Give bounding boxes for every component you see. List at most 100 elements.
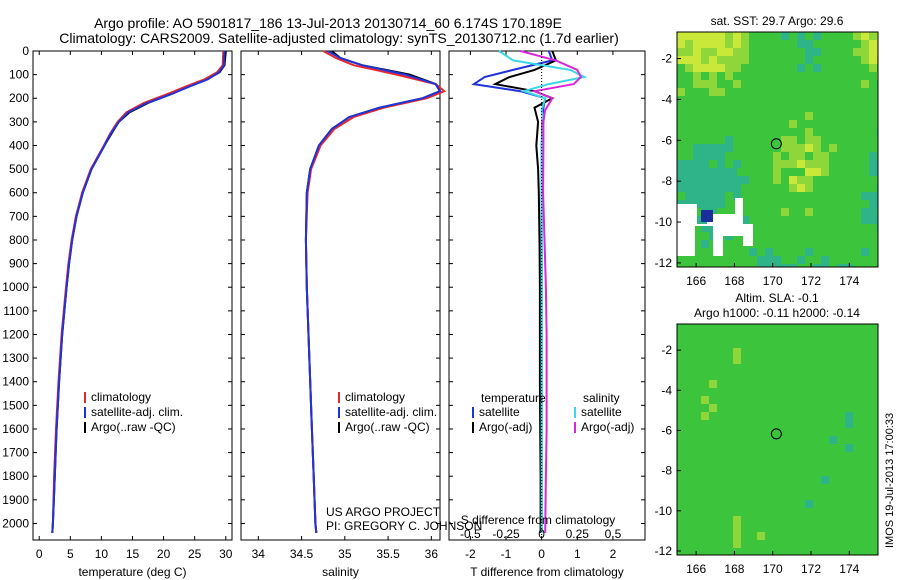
argo-float-marker <box>770 428 782 440</box>
map-cell <box>757 256 765 264</box>
map-cell <box>805 248 813 256</box>
series-line-satellite-adj-clim- <box>304 50 442 533</box>
map-cell <box>733 40 741 48</box>
map-cell <box>789 264 797 267</box>
map-cell <box>693 144 701 152</box>
project-line1: US ARGO PROJECT <box>326 505 441 519</box>
map-cell <box>773 152 781 160</box>
map-cell <box>717 64 725 72</box>
map-cell <box>869 208 877 216</box>
map-cell <box>685 168 693 176</box>
map-cell <box>805 136 813 144</box>
map-cell <box>701 176 709 184</box>
map-cell <box>813 144 821 152</box>
map-cell <box>765 264 773 267</box>
map-cell <box>709 200 717 208</box>
map-cell <box>741 216 749 224</box>
map-cell <box>869 32 877 40</box>
sst-map-title: sat. SST: 29.7 Argo: 29.6 <box>711 14 844 28</box>
map-cell <box>701 224 709 232</box>
legend-title-salinity: salinity <box>583 391 620 405</box>
map-cell <box>797 64 805 72</box>
map-missing-data-area <box>667 198 753 256</box>
map-cell <box>797 144 805 152</box>
map-cell <box>805 40 813 48</box>
map-cell <box>805 160 813 168</box>
y-tick-label: 600 <box>9 186 29 200</box>
map-cell <box>813 48 821 56</box>
x-axis-label: temperature (deg C) <box>78 565 186 579</box>
map-cell <box>709 184 717 192</box>
map-cell <box>725 136 733 144</box>
map-cell <box>733 348 741 356</box>
map-cell <box>837 264 845 267</box>
map-cell <box>845 444 853 452</box>
map-cell <box>693 56 701 64</box>
map-cell <box>693 48 701 56</box>
map-cell <box>709 168 717 176</box>
map-cell <box>685 192 693 200</box>
project-line2: PI: GREGORY C. JOHNSON <box>326 519 482 533</box>
temperature-panel: 0 5 10 15 20 25 300100200300400500600700800900… <box>2 44 232 579</box>
map-cell <box>693 152 701 160</box>
series-line-climatology <box>304 50 447 533</box>
map-cell <box>717 152 725 160</box>
s-axis-label: S difference from climatology <box>461 513 616 527</box>
map-cell <box>853 32 861 40</box>
legend-label: Argo(-adj) <box>479 420 532 434</box>
map-cell <box>789 144 797 152</box>
x-tick-label: 15 <box>126 547 140 561</box>
map-cell <box>701 152 709 160</box>
map-cell <box>781 136 789 144</box>
y-tick-label: 800 <box>9 233 29 247</box>
map-cell <box>741 32 749 40</box>
argo-float-marker <box>770 138 782 150</box>
map-cell <box>773 168 781 176</box>
legend-label: satellite <box>581 405 622 419</box>
map-cell <box>717 184 725 192</box>
map-cell <box>733 192 741 200</box>
x-axis-label: T difference from climatology <box>470 565 624 579</box>
map-cell <box>709 88 717 96</box>
map-cell <box>701 144 709 152</box>
y-tick-label: 900 <box>9 257 29 271</box>
legend-label: climatology <box>345 390 405 404</box>
map-cell <box>725 72 733 80</box>
map-cell <box>869 56 877 64</box>
map-cell <box>773 176 781 184</box>
map-cell <box>677 176 685 184</box>
map-cell <box>733 516 741 524</box>
map-cell <box>869 160 877 168</box>
x-tick-label: 36 <box>425 547 439 561</box>
map-cell <box>813 264 821 267</box>
map-y-tick-label: -2 <box>661 52 672 66</box>
map-cell <box>749 248 757 256</box>
series-line-salinity-argo-adj- <box>520 50 583 533</box>
series-line-satellite-adj-clim- <box>51 50 226 533</box>
map-cell <box>709 40 717 48</box>
map-cell <box>789 120 797 128</box>
map-cell <box>869 192 877 200</box>
y-tick-label: 1800 <box>2 469 29 483</box>
title-line2: Climatology: CARS2009. Satellite-adjuste… <box>59 30 619 46</box>
map-cell <box>789 184 797 192</box>
map-cell <box>813 160 821 168</box>
sla-map-title-line2: Argo h1000: -0.11 h2000: -0.14 <box>694 306 860 320</box>
map-cell <box>677 160 685 168</box>
map-cell <box>733 32 741 40</box>
map-cell <box>861 40 869 48</box>
map-cold-patch <box>701 210 713 222</box>
legend-label: climatology <box>91 390 151 404</box>
y-tick-label: 400 <box>9 138 29 152</box>
map-cell <box>757 532 765 540</box>
map-cell <box>861 208 869 216</box>
y-tick-label: 1500 <box>2 398 29 412</box>
map-cell <box>717 200 725 208</box>
map-cell <box>821 476 829 484</box>
y-tick-label: 0 <box>22 44 29 58</box>
map-cell <box>709 56 717 64</box>
map-cell <box>701 396 709 404</box>
map-cell <box>797 184 805 192</box>
map-y-tick-label: -10 <box>655 215 673 229</box>
